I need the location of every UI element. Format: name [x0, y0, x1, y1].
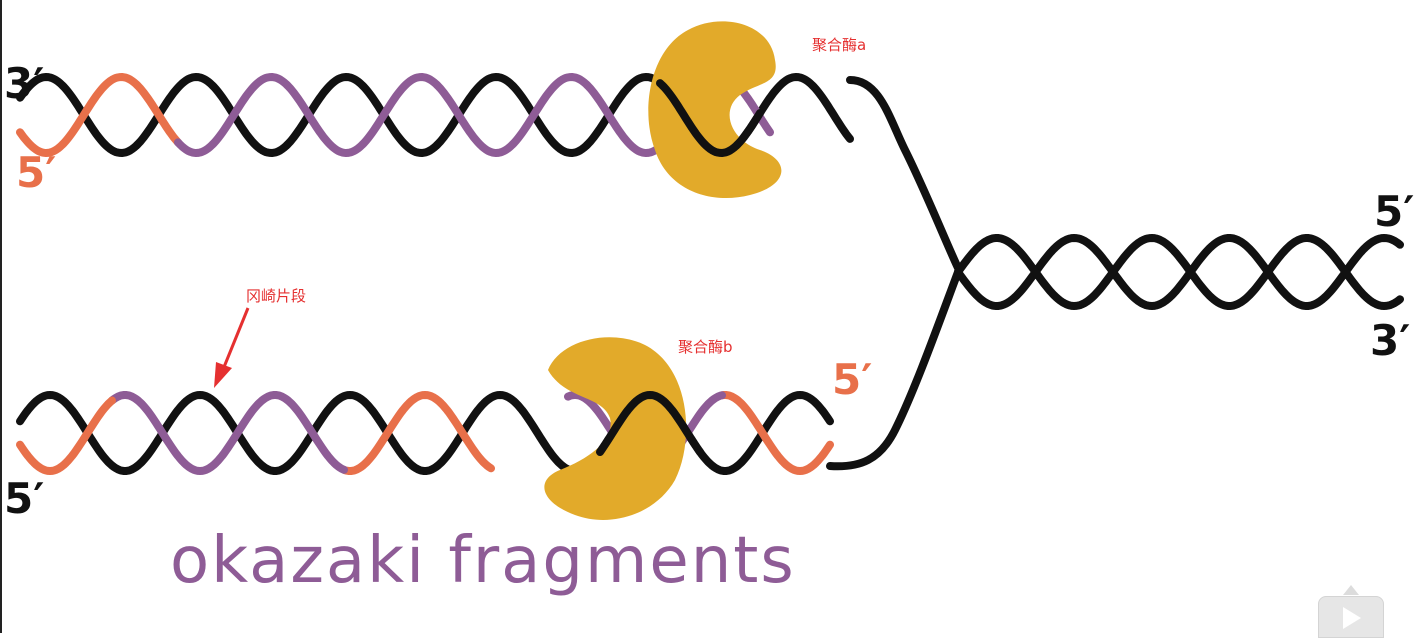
- bottom-primer-5prime-label: 5′: [832, 355, 872, 404]
- okazaki-arrow-head: [214, 362, 232, 388]
- dna-strands-front: [596, 79, 764, 456]
- play-button-tab: [1343, 585, 1359, 595]
- bottom-rna-primer-1: [16, 396, 116, 475]
- right-duplex-strand-2: [954, 234, 1404, 310]
- polymerase-a-label: 聚合酶a: [812, 36, 866, 54]
- frame-left-border: [0, 0, 2, 633]
- bottom-left-5prime-label: 5′: [4, 474, 44, 523]
- caption-okazaki-fragments: okazaki fragments: [170, 524, 796, 598]
- top-3prime-label: 3′: [4, 59, 44, 108]
- right-duplex-strand-1: [954, 234, 1404, 310]
- fork-to-bottom-arm: [826, 268, 962, 471]
- right-3prime-label: 3′: [1370, 316, 1410, 365]
- bottom-rna-primer-2: [341, 391, 495, 475]
- polymerase-a-shape: [648, 21, 782, 198]
- right-5prime-label: 5′: [1374, 187, 1414, 236]
- bottom-template-front: [596, 391, 704, 456]
- play-button[interactable]: [1318, 585, 1384, 638]
- top-5prime-label: 5′: [16, 148, 56, 197]
- top-template-front: [656, 79, 764, 157]
- top-rna-primer: [16, 73, 182, 157]
- top-arm-to-fork: [846, 76, 962, 272]
- okazaki-arrow-line: [220, 307, 250, 373]
- bottom-okazaki-fragment-1: [108, 391, 348, 475]
- play-icon: [1343, 607, 1361, 629]
- bottom-primer-right: [718, 391, 834, 475]
- okazaki-fragment-label: 冈崎片段: [246, 287, 306, 305]
- polymerase-b-label: 聚合酶b: [678, 338, 733, 356]
